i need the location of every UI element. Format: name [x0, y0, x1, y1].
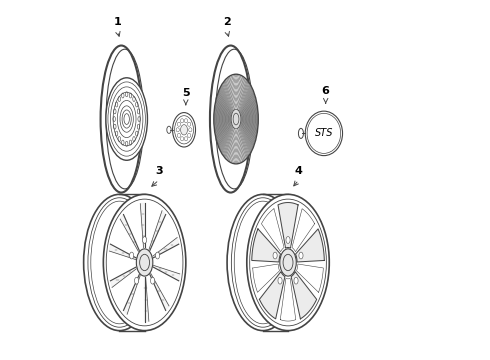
Ellipse shape — [294, 277, 298, 284]
Polygon shape — [280, 278, 296, 321]
Ellipse shape — [150, 277, 155, 284]
Ellipse shape — [210, 45, 251, 193]
Polygon shape — [262, 209, 284, 252]
Ellipse shape — [143, 237, 147, 243]
Text: 5: 5 — [182, 87, 190, 98]
Ellipse shape — [305, 111, 343, 156]
Polygon shape — [123, 275, 140, 314]
Ellipse shape — [136, 249, 153, 276]
Text: 1: 1 — [114, 17, 122, 27]
Polygon shape — [291, 272, 317, 319]
Ellipse shape — [273, 252, 277, 259]
Polygon shape — [140, 203, 145, 248]
Text: 3: 3 — [155, 166, 163, 176]
Polygon shape — [110, 267, 136, 287]
Text: STS: STS — [315, 129, 333, 138]
Polygon shape — [253, 264, 279, 292]
Text: 2: 2 — [223, 17, 231, 27]
Polygon shape — [120, 215, 139, 252]
Ellipse shape — [181, 125, 188, 135]
Ellipse shape — [155, 252, 160, 259]
Text: 6: 6 — [322, 86, 330, 96]
Ellipse shape — [227, 194, 299, 330]
Polygon shape — [109, 244, 136, 260]
Polygon shape — [292, 209, 315, 252]
Polygon shape — [149, 211, 166, 250]
Polygon shape — [295, 229, 324, 262]
Ellipse shape — [106, 78, 147, 160]
Polygon shape — [153, 265, 180, 281]
Polygon shape — [259, 272, 285, 319]
Ellipse shape — [100, 45, 142, 193]
Ellipse shape — [84, 194, 155, 330]
Ellipse shape — [214, 74, 258, 164]
Polygon shape — [153, 238, 179, 258]
Ellipse shape — [172, 113, 196, 147]
Ellipse shape — [231, 109, 241, 129]
Polygon shape — [278, 203, 298, 248]
Ellipse shape — [280, 249, 296, 276]
Polygon shape — [252, 229, 280, 262]
Ellipse shape — [278, 277, 282, 284]
Polygon shape — [150, 274, 169, 310]
Ellipse shape — [247, 194, 329, 330]
Polygon shape — [296, 264, 323, 292]
Ellipse shape — [103, 194, 186, 330]
Ellipse shape — [135, 277, 139, 284]
Ellipse shape — [129, 252, 134, 259]
Text: 4: 4 — [295, 166, 303, 176]
Ellipse shape — [286, 237, 290, 243]
Ellipse shape — [299, 252, 303, 259]
Polygon shape — [145, 277, 149, 322]
